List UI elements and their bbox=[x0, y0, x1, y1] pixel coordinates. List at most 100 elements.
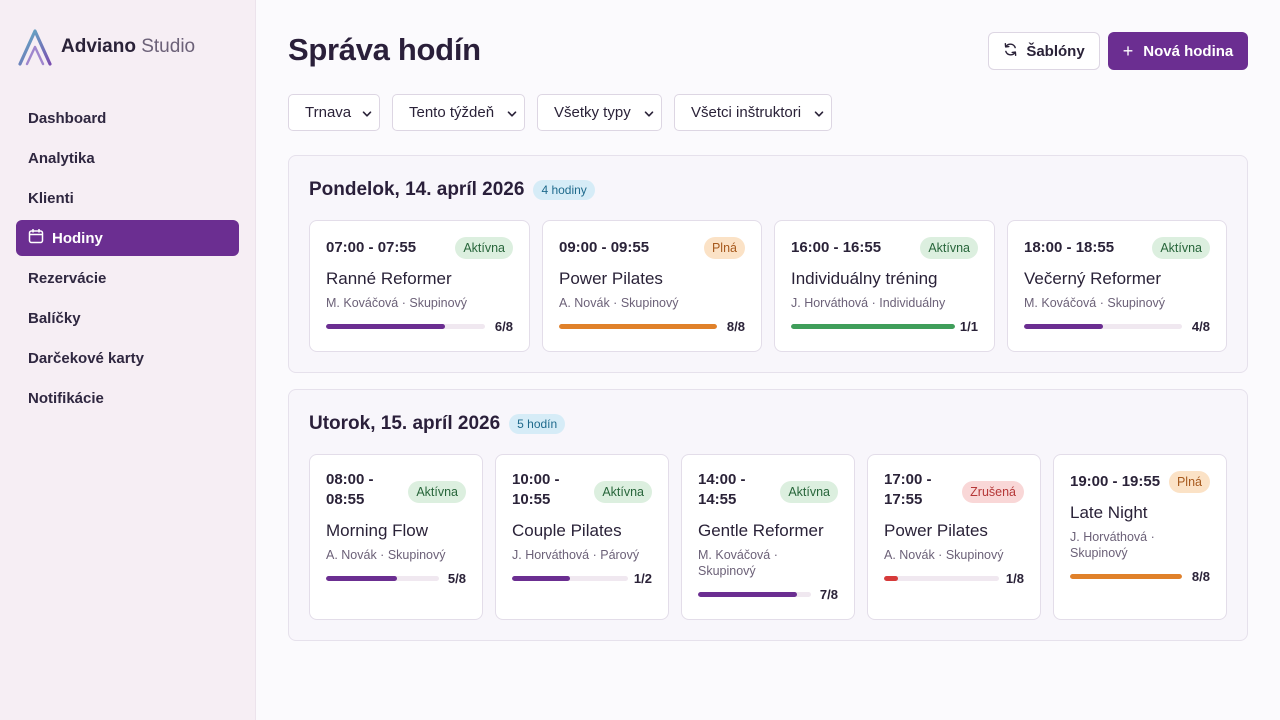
class-name: Power Pilates bbox=[559, 269, 663, 288]
brand-name-light: Studio bbox=[141, 36, 196, 57]
class-name: Late Night bbox=[1070, 503, 1148, 522]
capacity-fill bbox=[1070, 574, 1182, 579]
capacity-fill bbox=[326, 324, 446, 329]
sidebar-item-label: Dashboard bbox=[28, 109, 107, 127]
class-time: 18:00 - 18:55 bbox=[1024, 239, 1115, 256]
day-count-badge: 4 hodiny bbox=[533, 180, 595, 200]
class-meta-line: Skupinový bbox=[1070, 546, 1128, 560]
brand-name: Adviano Studio bbox=[61, 36, 195, 58]
period-select-value: Tento týždeň bbox=[409, 104, 495, 121]
class-name: Individuálny tréning bbox=[791, 269, 938, 288]
capacity-text: 4/8 bbox=[1191, 319, 1210, 334]
day-title: Utorok, 15. apríl 2026 bbox=[309, 413, 501, 434]
class-meta: A. Novák · Skupinový bbox=[559, 296, 679, 310]
class-time-line: 14:55 bbox=[698, 491, 737, 508]
class-card[interactable]: 10:00 - 10:55 Aktívna Couple Pilates J. H… bbox=[495, 454, 669, 620]
capacity-bar bbox=[884, 576, 999, 581]
class-meta-line: M. Kováčová · bbox=[698, 548, 778, 562]
class-card[interactable]: 08:00 - 08:55 Aktívna Morning Flow A. Nov… bbox=[309, 454, 483, 620]
class-time: 08:00 - 08:55 bbox=[326, 470, 374, 510]
capacity-bar bbox=[698, 592, 811, 597]
class-meta: A. Novák · Skupinový bbox=[884, 548, 1004, 562]
page-title: Správa hodín bbox=[288, 32, 481, 67]
calendar-icon bbox=[28, 228, 44, 248]
sidebar-item-label: Klienti bbox=[28, 189, 74, 207]
day-count-badge: 5 hodín bbox=[509, 414, 566, 434]
sidebar-item-darcekove-karty[interactable]: Darčekové karty bbox=[16, 340, 239, 376]
class-time-line: 14:00 - bbox=[698, 471, 746, 488]
class-time: 19:00 - 19:55 bbox=[1070, 473, 1161, 490]
sidebar: Adviano Studio Dashboard Analytika Klien… bbox=[0, 0, 256, 720]
chevron-down-icon bbox=[506, 107, 518, 124]
location-select[interactable]: Trnava bbox=[288, 94, 380, 131]
class-time-line: 08:55 bbox=[326, 491, 365, 508]
status-badge: Aktívna bbox=[1152, 237, 1210, 259]
type-select-value: Všetky typy bbox=[554, 104, 631, 121]
class-meta: A. Novák · Skupinový bbox=[326, 548, 446, 562]
brand-name-bold: Adviano bbox=[61, 36, 136, 57]
capacity-text: 8/8 bbox=[1191, 569, 1210, 584]
class-meta: M. Kováčová · Skupinový bbox=[1024, 296, 1166, 310]
capacity-text: 6/8 bbox=[494, 319, 513, 334]
capacity-fill bbox=[326, 576, 397, 581]
capacity-bar bbox=[559, 324, 717, 329]
class-card[interactable]: 14:00 - 14:55 Aktívna Gentle Reformer M. … bbox=[681, 454, 855, 620]
capacity-text: 1/1 bbox=[959, 319, 978, 334]
class-card[interactable]: 16:00 - 16:55 Aktívna Individuálny tréni… bbox=[774, 220, 995, 352]
sidebar-item-analytika[interactable]: Analytika bbox=[16, 140, 239, 176]
type-select[interactable]: Všetky typy bbox=[537, 94, 662, 131]
capacity-bar bbox=[326, 576, 439, 581]
instructor-select[interactable]: Všetci inštruktori bbox=[674, 94, 832, 131]
sidebar-item-dashboard[interactable]: Dashboard bbox=[16, 100, 239, 136]
sidebar-item-hodiny[interactable]: Hodiny bbox=[16, 220, 239, 256]
capacity-bar bbox=[326, 324, 485, 329]
status-badge: Zrušená bbox=[962, 481, 1024, 503]
chevron-down-icon bbox=[361, 107, 373, 124]
new-class-button[interactable]: + Nová hodina bbox=[1108, 32, 1248, 70]
brand[interactable]: Adviano Studio bbox=[18, 28, 195, 66]
sidebar-item-rezervacie[interactable]: Rezervácie bbox=[16, 260, 239, 296]
capacity-bar bbox=[1024, 324, 1182, 329]
sidebar-item-klienti[interactable]: Klienti bbox=[16, 180, 239, 216]
class-time-line: 17:00 - bbox=[884, 471, 932, 488]
capacity-fill bbox=[791, 324, 955, 329]
templates-button[interactable]: Šablóny bbox=[988, 32, 1100, 70]
sidebar-item-balicky[interactable]: Balíčky bbox=[16, 300, 239, 336]
class-name: Ranné Reformer bbox=[326, 269, 452, 288]
capacity-text: 8/8 bbox=[726, 319, 745, 334]
class-name: Couple Pilates bbox=[512, 521, 622, 540]
class-time-line: 17:55 bbox=[884, 491, 923, 508]
day-section: Pondelok, 14. apríl 2026 4 hodiny 07:00 … bbox=[288, 155, 1248, 373]
day-header: Utorok, 15. apríl 2026 5 hodín bbox=[309, 413, 566, 435]
class-time-line: 10:00 - bbox=[512, 471, 560, 488]
class-meta: M. Kováčová · Skupinový bbox=[698, 547, 778, 579]
location-select-value: Trnava bbox=[305, 104, 352, 121]
capacity-fill bbox=[512, 576, 570, 581]
status-badge: Aktívna bbox=[594, 481, 652, 503]
capacity-text: 5/8 bbox=[447, 571, 466, 586]
class-card[interactable]: 17:00 - 17:55 Zrušená Power Pilates A. No… bbox=[867, 454, 1041, 620]
class-meta: M. Kováčová · Skupinový bbox=[326, 296, 468, 310]
chevron-down-icon bbox=[643, 107, 655, 124]
class-card[interactable]: 07:00 - 07:55 Aktívna Ranné Reformer M. … bbox=[309, 220, 530, 352]
status-badge: Aktívna bbox=[408, 481, 466, 503]
status-badge: Aktívna bbox=[455, 237, 513, 259]
capacity-text: 7/8 bbox=[819, 587, 838, 602]
class-card[interactable]: 09:00 - 09:55 Plná Power Pilates A. Nová… bbox=[542, 220, 762, 352]
chevron-down-icon bbox=[813, 107, 825, 124]
sidebar-item-notifikacie[interactable]: Notifikácie bbox=[16, 380, 239, 416]
class-card[interactable]: 18:00 - 18:55 Aktívna Večerný Reformer M… bbox=[1007, 220, 1227, 352]
class-time: 17:00 - 17:55 bbox=[884, 470, 932, 510]
mountain-logo-icon bbox=[18, 28, 53, 66]
capacity-text: 1/8 bbox=[1005, 571, 1024, 586]
class-name: Morning Flow bbox=[326, 521, 429, 540]
sidebar-item-label: Rezervácie bbox=[28, 269, 107, 287]
new-class-button-label: Nová hodina bbox=[1143, 42, 1234, 60]
class-card[interactable]: 19:00 - 19:55 Plná Late Night J. Horváth… bbox=[1053, 454, 1227, 620]
class-name: Power Pilates bbox=[884, 521, 988, 540]
class-meta: J. Horváthová · Párový bbox=[512, 548, 640, 562]
class-name: Večerný Reformer bbox=[1024, 269, 1161, 288]
class-time: 09:00 - 09:55 bbox=[559, 239, 650, 256]
period-select[interactable]: Tento týždeň bbox=[392, 94, 525, 131]
capacity-bar bbox=[791, 324, 955, 329]
